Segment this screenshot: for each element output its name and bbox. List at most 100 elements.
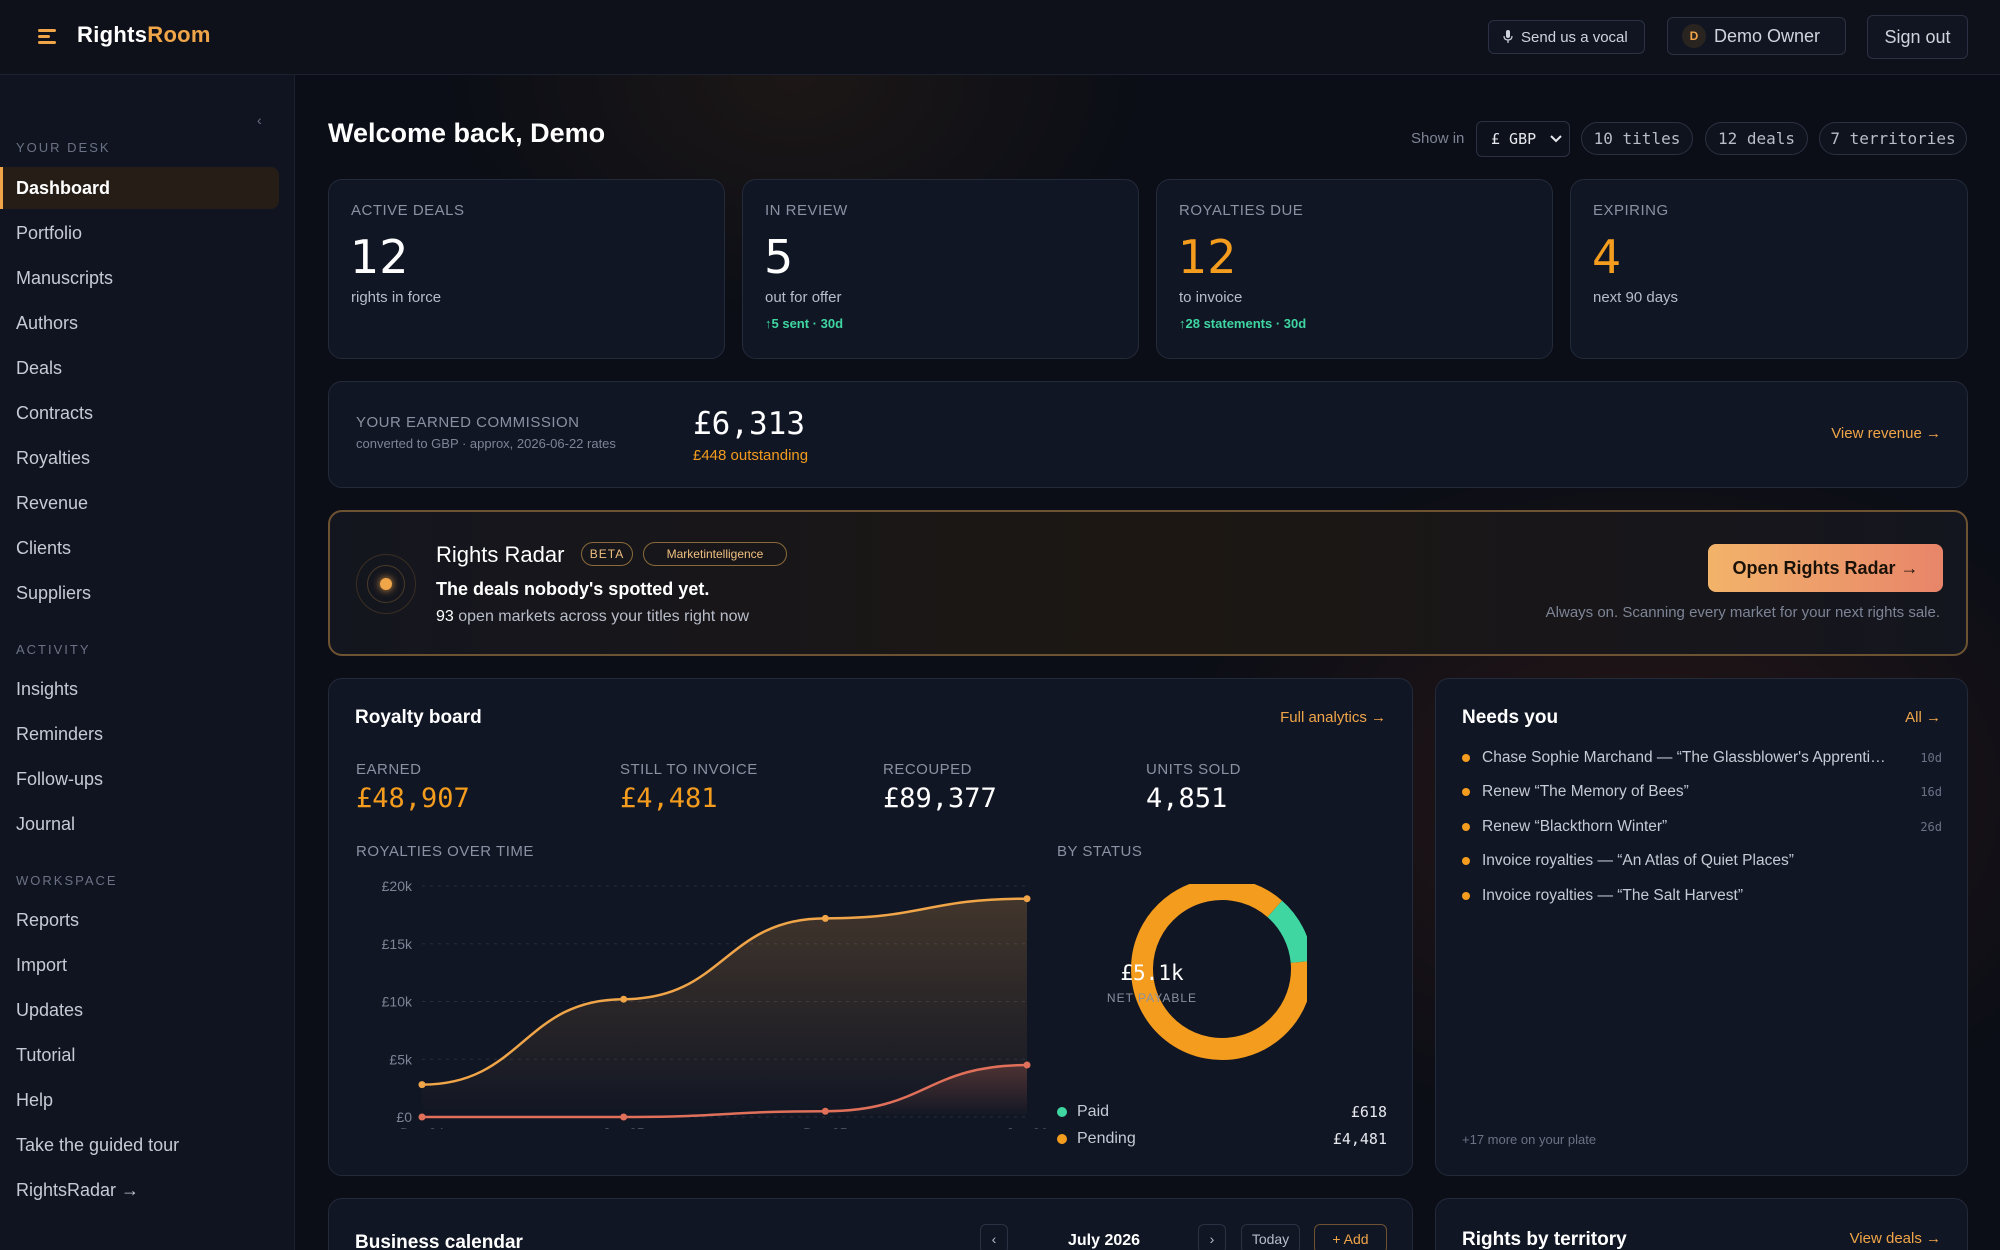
menu-icon[interactable] [38,29,56,45]
sidebar-item-insights[interactable]: Insights [16,678,79,699]
currency-select[interactable]: £ GBP [1476,121,1570,157]
task-text: Invoice royalties — “The Salt Harvest” [1482,887,1744,904]
x-tick-label: Dec 24 [400,1125,445,1129]
sidebar-item-journal[interactable]: Journal [16,813,76,834]
account-menu-button[interactable]: D Demo Owner [1667,17,1846,55]
task-item[interactable]: Renew “The Memory of Bees” 16d [1462,781,1942,803]
y-tick-label: £0 [396,1109,412,1125]
data-point [821,1107,829,1115]
rights-radar-card: Rights Radar BETA Marketintelligence The… [328,510,1968,656]
radar-count: 93 [436,608,454,625]
task-text: Renew “The Memory of Bees” [1482,783,1689,800]
sidebar-item-updates[interactable]: Updates [16,999,84,1020]
stat-label: IN REVIEW [765,202,848,219]
task-dot [1462,892,1470,900]
legend-value-pending: £4,481 [1332,1130,1387,1148]
donut-center: £5.1k NET PAYABLE [1079,961,1225,1005]
sidebar-item-contracts[interactable]: Contracts [16,402,94,423]
app-logo[interactable]: RightsRoom [77,22,211,48]
royalty-board-title: Royalty board [355,707,482,728]
logo-text-rights: Rights [77,22,148,47]
stat-trend: ↑5 sent · 30d [765,316,844,331]
task-text: Chase Sophie Marchand — “The Glassblower… [1482,749,1886,766]
commission-sub: converted to GBP · approx, 2026-06-22 ra… [356,436,616,451]
task-item[interactable]: Renew “Blackthorn Winter” 26d [1462,816,1942,838]
legend-value-paid: £618 [1350,1103,1387,1121]
beta-badge: BETA [581,542,633,566]
commission-outstanding: £448 outstanding [693,447,809,464]
sidebar-item-manuscripts[interactable]: Manuscripts [16,267,114,288]
sidebar-item-deals[interactable]: Deals [16,357,63,378]
sidebar-section-activity: ACTIVITY [16,642,91,657]
calendar-add-button[interactable]: + Add [1314,1224,1387,1250]
series-area [422,1065,1027,1117]
sidebar-item-rightsradar[interactable]: RightsRadar → [16,1179,140,1200]
more-tasks-note: +17 more on your plate [1462,1132,1597,1147]
task-item[interactable]: Invoice royalties — “The Salt Harvest” [1462,885,1942,907]
view-revenue-link[interactable]: View revenue → [1831,425,1941,442]
send-vocal-button[interactable]: Send us a vocal [1488,20,1645,54]
task-item[interactable]: Chase Sophie Marchand — “The Glassblower… [1462,747,1942,769]
sign-out-button[interactable]: Sign out [1867,15,1968,59]
send-vocal-label: Send us a vocal [1521,28,1628,46]
all-tasks-link[interactable]: All → [1905,709,1941,726]
sidebar-item-dashboard[interactable]: Dashboard [0,167,279,209]
legend-row-pending: Pending £4,481 [1057,1128,1387,1150]
stat-card-royalties-due[interactable]: ROYALTIES DUE 12 to invoice ↑28 statemen… [1156,179,1553,359]
task-item[interactable]: Invoice royalties — “An Atlas of Quiet P… [1462,850,1942,872]
sidebar-item-portfolio[interactable]: Portfolio [16,222,83,243]
titles-count-pill[interactable]: 10 titles [1581,122,1693,155]
collapse-sidebar-icon[interactable]: ‹ [257,112,262,128]
kpi-label-still-to-invoice: STILL TO INVOICE [620,761,758,778]
kpi-label-units-sold: UNITS SOLD [1146,761,1242,778]
data-point [418,1113,426,1121]
sidebar-item-help[interactable]: Help [16,1089,54,1110]
sidebar-item-revenue[interactable]: Revenue [16,492,89,513]
task-dot [1462,754,1470,762]
calendar-next-button[interactable]: › [1198,1224,1226,1250]
show-in-label: Show in [1411,130,1465,147]
sidebar-item-suppliers[interactable]: Suppliers [16,582,92,603]
series-line [422,1063,1028,1119]
commission-card: YOUR EARNED COMMISSION converted to GBP … [328,381,1968,488]
stat-sub: out for offer [765,289,842,306]
sidebar-item-import[interactable]: Import [16,954,68,975]
commission-label: YOUR EARNED COMMISSION [356,414,580,431]
sidebar-item-authors[interactable]: Authors [16,312,79,333]
calendar-today-button[interactable]: Today [1241,1224,1300,1250]
stat-trend: ↑28 statements · 30d [1179,316,1307,331]
sidebar-item-guided-tour[interactable]: Take the guided tour [16,1134,180,1155]
calendar-month: July 2026 [1068,1232,1141,1249]
y-tick-label: £10k [382,994,413,1010]
stat-card-in-review[interactable]: IN REVIEW 5 out for offer ↑5 sent · 30d [742,179,1139,359]
sidebar-item-reports[interactable]: Reports [16,909,80,930]
y-tick-label: £20k [382,878,413,894]
open-rights-radar-button[interactable]: Open Rights Radar → [1708,544,1943,592]
sidebar-item-reminders[interactable]: Reminders [16,723,104,744]
deals-count-pill[interactable]: 12 deals [1705,122,1808,155]
series-line [421,897,1028,1086]
status-donut-chart [1131,884,1307,1060]
sidebar-item-follow-ups[interactable]: Follow-ups [16,768,104,789]
stat-card-active-deals[interactable]: ACTIVE DEALS 12 rights in force [328,179,725,359]
radar-sub-text: open markets across your titles right no… [458,608,750,625]
sidebar-item-tutorial[interactable]: Tutorial [16,1044,76,1065]
legend-dot-pending [1057,1134,1067,1144]
rights-by-territory-card: Rights by territory View deals → [1435,1198,1968,1250]
stat-value: 12 [350,230,409,284]
task-due: 26d [1920,820,1942,834]
view-deals-link[interactable]: View deals → [1849,1230,1941,1247]
stat-card-expiring[interactable]: EXPIRING 4 next 90 days [1570,179,1968,359]
series-area [422,898,1027,1117]
legend-row-paid: Paid £618 [1057,1101,1387,1123]
logo-text-room: Room [147,22,211,47]
full-analytics-link[interactable]: Full analytics → [1280,709,1386,726]
donut-slice-pending [1131,884,1307,1060]
kpi-value-units-sold: 4,851 [1146,783,1228,814]
calendar-prev-button[interactable]: ‹ [980,1224,1008,1250]
sidebar-item-clients[interactable]: Clients [16,537,72,558]
sidebar-item-royalties[interactable]: Royalties [16,447,91,468]
territories-count-pill[interactable]: 7 territories [1819,122,1967,155]
legend-label-paid: Paid [1077,1103,1110,1120]
commission-value: £6,313 [693,406,805,442]
